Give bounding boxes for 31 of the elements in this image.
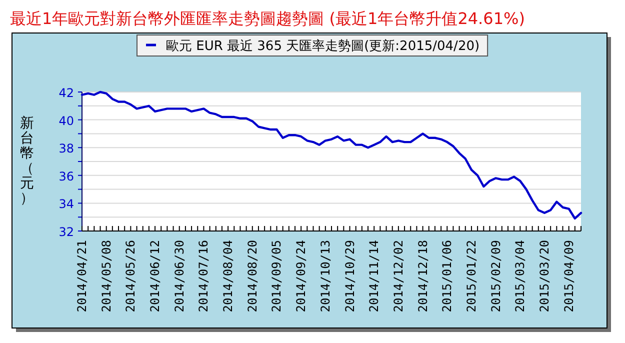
y-tick-label: 40 — [58, 114, 74, 128]
x-tick-label: 2014/11/14 — [367, 240, 382, 312]
x-tick-label: 2014/08/04 — [221, 240, 236, 312]
x-tick-label: 2015/04/09 — [562, 240, 576, 312]
x-tick-label: 2014/06/12 — [148, 240, 162, 312]
x-tick-label: 2015/01/06 — [440, 240, 454, 312]
x-tick-label: 2015/03/20 — [537, 240, 552, 312]
x-tick-label: 2014/05/08 — [99, 240, 114, 312]
x-tick-label: 2015/03/04 — [513, 240, 528, 312]
y-tick-label: 32 — [58, 225, 74, 239]
x-tick-label: 2014/09/05 — [270, 240, 284, 312]
x-tick-label: 2015/02/09 — [488, 240, 503, 312]
x-tick-label: 2014/10/29 — [342, 240, 357, 312]
x-tick-label: 2014/08/20 — [245, 240, 260, 312]
x-tick-label: 2014/04/21 — [75, 240, 89, 312]
x-tick-label: 2014/07/16 — [196, 240, 211, 312]
x-tick-label: 2015/01/22 — [464, 240, 478, 312]
title: 最近1年歐元對新台幣外匯匯率走勢圖趨勢圖 (最近1年台幣升值24.61%) — [10, 9, 525, 28]
legend: 歐元 EUR 最近 365 天匯率走勢圖(更新:2015/04/20) — [136, 34, 488, 56]
y-tick-label: 38 — [58, 142, 74, 156]
x-tick-label: 2014/10/13 — [318, 240, 332, 312]
x-tick-label: 2014/12/18 — [416, 240, 430, 312]
y-tick-label: 42 — [58, 86, 74, 100]
y-tick-label: 34 — [58, 197, 74, 212]
x-tick-label: 2014/06/30 — [172, 240, 186, 312]
ylabel: 新台幣（元） — [20, 116, 34, 206]
y-tick-label: 36 — [58, 169, 74, 184]
legend-label: 歐元 EUR 最近 365 天匯率走勢圖(更新:2015/04/20) — [166, 38, 480, 54]
x-tick-label: 2014/12/02 — [391, 240, 406, 312]
x-tick-label: 2014/09/24 — [294, 240, 308, 312]
x-tick-label: 2014/05/26 — [124, 240, 138, 312]
